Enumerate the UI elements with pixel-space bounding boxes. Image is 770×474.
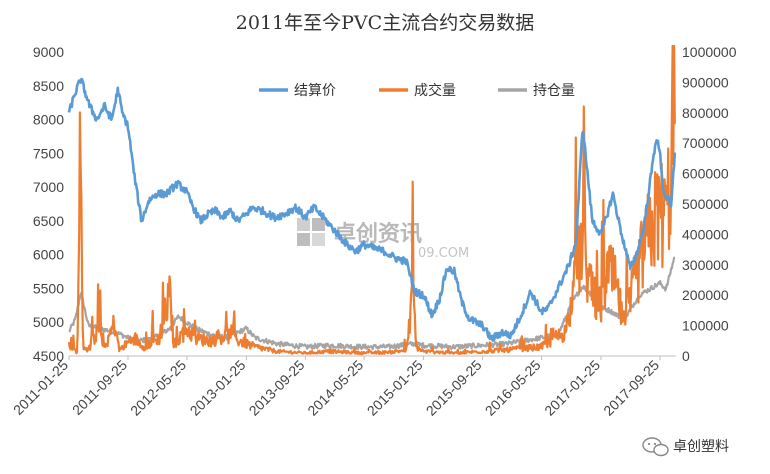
plot-area [67, 44, 677, 356]
series-line-1 [67, 44, 676, 356]
legend-label-1: 成交量 [414, 82, 456, 99]
watermark-brand: 卓创资讯 [334, 222, 422, 247]
y-left-tick-label: 6000 [33, 247, 64, 263]
legend-label-0: 结算价 [294, 83, 336, 99]
y-right-tick-label: 300000 [682, 257, 729, 273]
y-right-tick-label: 700000 [682, 135, 729, 151]
y-left-tick-label: 8500 [33, 78, 64, 94]
y-left-tick-label: 5000 [33, 314, 64, 330]
legend-label-2: 持仓量 [533, 83, 575, 99]
y-right-tick-label: 400000 [682, 226, 729, 242]
brand-badge: 卓创塑料 [642, 437, 729, 457]
y-left-tick-label: 7500 [33, 145, 64, 161]
y-right-tick-label: 600000 [682, 166, 729, 182]
y-right-tick-label: 0 [682, 348, 690, 364]
y-right-tick-label: 800000 [682, 105, 729, 121]
watermark-url: 09.COM [418, 246, 469, 261]
y-left-tick-label: 6500 [33, 213, 64, 229]
watermark: 卓创资讯 09.COM [297, 218, 469, 261]
y-right-tick-label: 100000 [682, 318, 729, 334]
y-left-tick-label: 9000 [33, 44, 64, 60]
y-right-tick-label: 900000 [682, 74, 729, 90]
chart-title: 2011年至今PVC主流合约交易数据 [236, 12, 534, 34]
watermark-logo-icon [297, 218, 325, 246]
y-right-tick-label: 200000 [682, 287, 729, 303]
series-line-2 [68, 256, 676, 351]
y-right-tick-label: 500000 [682, 196, 729, 212]
wechat-icon [642, 437, 669, 457]
y-left-tick-label: 8000 [33, 112, 64, 128]
y-right-tick-label: 1000000 [682, 44, 737, 60]
y-left-tick-label: 5500 [33, 280, 64, 296]
series-line-0 [67, 77, 677, 342]
y-left-tick-label: 7000 [33, 179, 64, 195]
legend: 结算价 成交量 持仓量 [259, 82, 575, 99]
y-left-tick-label: 4500 [33, 348, 64, 364]
brand-badge-label: 卓创塑料 [673, 439, 729, 455]
